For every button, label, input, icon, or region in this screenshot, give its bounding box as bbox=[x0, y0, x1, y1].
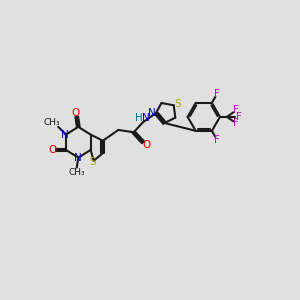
Text: F: F bbox=[236, 112, 242, 122]
Text: S: S bbox=[174, 99, 181, 109]
Text: S: S bbox=[90, 157, 96, 167]
Text: O: O bbox=[72, 108, 80, 118]
Text: N: N bbox=[142, 112, 150, 123]
Text: H: H bbox=[135, 112, 143, 123]
Text: F: F bbox=[214, 135, 220, 145]
Text: N: N bbox=[148, 108, 156, 118]
Text: CH₃: CH₃ bbox=[44, 118, 60, 127]
Text: CH₃: CH₃ bbox=[68, 168, 85, 177]
Text: N: N bbox=[74, 153, 82, 164]
Text: F: F bbox=[233, 105, 239, 115]
Text: O: O bbox=[48, 145, 56, 155]
Text: O: O bbox=[142, 140, 150, 150]
Text: F: F bbox=[214, 88, 220, 98]
Text: F: F bbox=[233, 118, 239, 128]
Text: N: N bbox=[61, 130, 69, 140]
